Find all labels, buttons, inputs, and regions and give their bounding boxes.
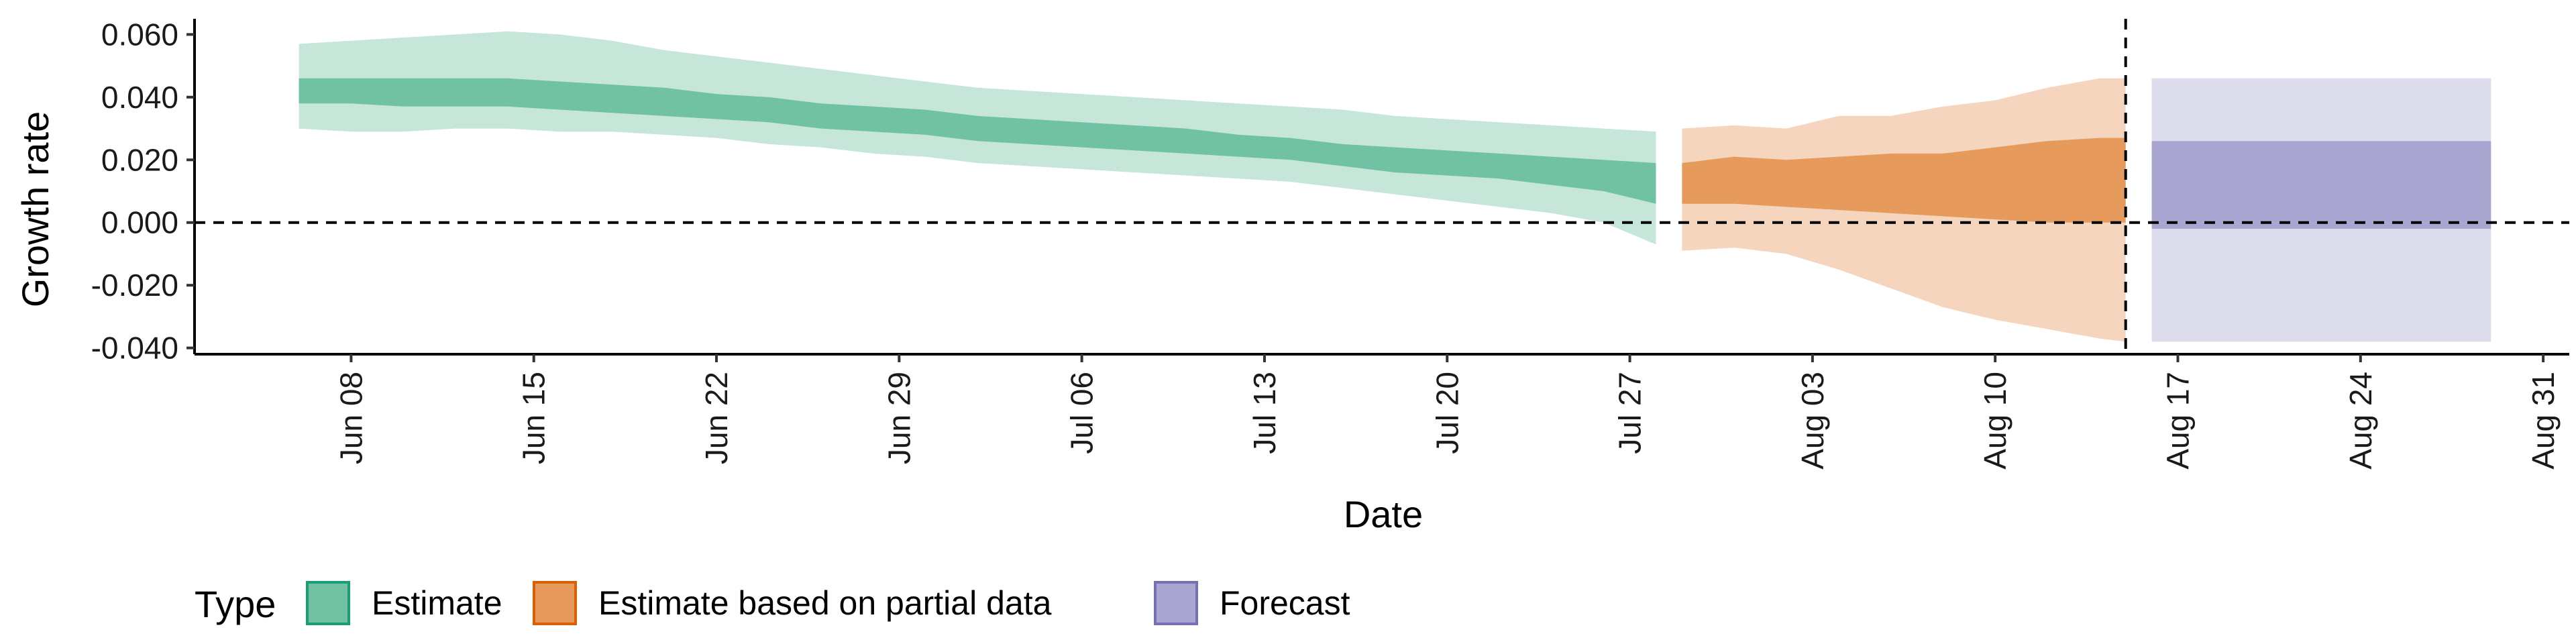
- legend-key-forecast: [1154, 581, 1198, 625]
- estimate-inner-band: [299, 78, 1656, 204]
- y-tick-label: 0.060: [101, 17, 178, 52]
- x-tick-label: Jun 08: [333, 372, 368, 464]
- y-tick-label: 0.000: [101, 205, 178, 240]
- y-axis-title: Growth rate: [14, 111, 56, 308]
- y-tick-label: 0.020: [101, 142, 178, 177]
- x-tick-label: Aug 03: [1795, 372, 1830, 470]
- estimate-based-on-partial-data-inner-band: [1682, 138, 2126, 223]
- x-axis-title: Date: [1344, 493, 1423, 535]
- legend-label-estimate: Estimate: [372, 584, 502, 622]
- legend-key-estimate-based-on-partial-data: [533, 581, 577, 625]
- x-tick-label: Jul 13: [1247, 372, 1282, 454]
- x-tick-label: Jun 29: [881, 372, 916, 464]
- reference-lines: [195, 19, 2569, 354]
- x-tick-label: Jun 22: [699, 372, 734, 464]
- x-tick-label: Jul 06: [1065, 372, 1099, 454]
- forecast-inner-band: [2151, 141, 2491, 229]
- x-tick-label: Aug 10: [1978, 372, 2012, 470]
- legend-title: Type: [195, 583, 276, 625]
- x-tick-label: Aug 31: [2526, 372, 2561, 470]
- tick-labels: 0.060 0.040 0.020 0.000 -0.020 -0.040 Jun 08 Ju…: [91, 17, 2561, 469]
- x-tick-label: Jul 20: [1430, 372, 1464, 454]
- uncertainty-bands: [299, 31, 2491, 342]
- y-tick-label: -0.020: [91, 268, 178, 303]
- y-tick-label: -0.040: [91, 331, 178, 366]
- legend: Type Estimate Estimate based on partial d…: [195, 581, 1350, 625]
- x-tick-label: Aug 24: [2343, 372, 2378, 470]
- x-tick-label: Jul 27: [1613, 372, 1648, 454]
- legend-key-estimate: [306, 581, 350, 625]
- axes: [186, 19, 2569, 362]
- y-tick-label: 0.040: [101, 80, 178, 115]
- legend-label-forecast: Forecast: [1220, 584, 1350, 622]
- legend-label-estimate-based-on-partial-data: Estimate based on partial data: [598, 584, 1052, 622]
- x-tick-label: Aug 17: [2160, 372, 2195, 470]
- x-tick-label: Jun 15: [517, 372, 551, 464]
